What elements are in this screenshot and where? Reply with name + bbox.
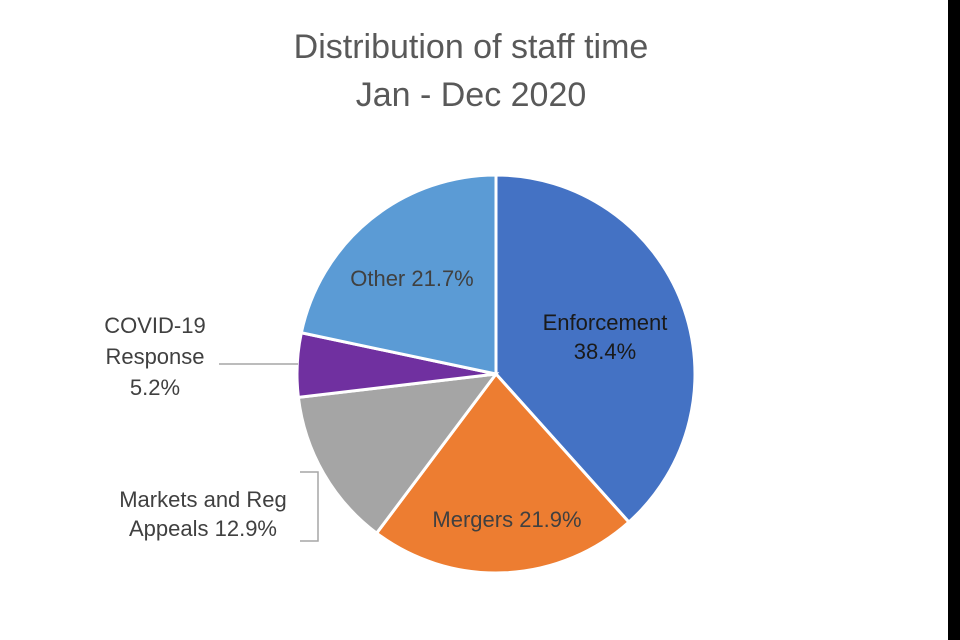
slice-label-line: Response xyxy=(105,344,204,369)
leader-lines xyxy=(219,363,319,542)
slice-label-line: Markets and Reg xyxy=(119,487,287,512)
slice-label-line: Enforcement xyxy=(543,310,668,335)
chart-title-line-1: Distribution of staff time xyxy=(294,28,649,66)
slice-label-line: 38.4% xyxy=(574,339,636,364)
pie-slices xyxy=(295,173,697,575)
slice-label-line: Other 21.7% xyxy=(350,266,474,291)
slice-label-mergers: Mergers 21.9% xyxy=(432,507,581,532)
slice-label-line: Appeals 12.9% xyxy=(129,516,277,541)
pie-slice-enforcement xyxy=(494,173,697,525)
slice-label-line: Mergers 21.9% xyxy=(432,507,581,532)
slice-label-covid-19-response: COVID-19 Response 5.2% xyxy=(104,313,205,400)
slice-label-enforcement: Enforcement 38.4% xyxy=(543,310,668,364)
slice-labels: Enforcement 38.4% Mergers 21.9% Markets and… xyxy=(104,266,667,541)
slice-label-line: 5.2% xyxy=(130,375,180,400)
pie-slice-mergers xyxy=(374,371,632,575)
slice-label-markets-and-reg-appeals: Markets and Reg Appeals 12.9% xyxy=(119,487,287,541)
leader-line-markets-and-reg-appeals xyxy=(300,471,319,542)
chart-title-line-2: Jan - Dec 2020 xyxy=(356,76,587,114)
pie-slice-other xyxy=(299,173,498,376)
pie-slice-markets-and-reg-appeals xyxy=(296,372,500,536)
slice-label-line: COVID-19 xyxy=(104,313,205,338)
slice-label-other: Other 21.7% xyxy=(350,266,474,291)
